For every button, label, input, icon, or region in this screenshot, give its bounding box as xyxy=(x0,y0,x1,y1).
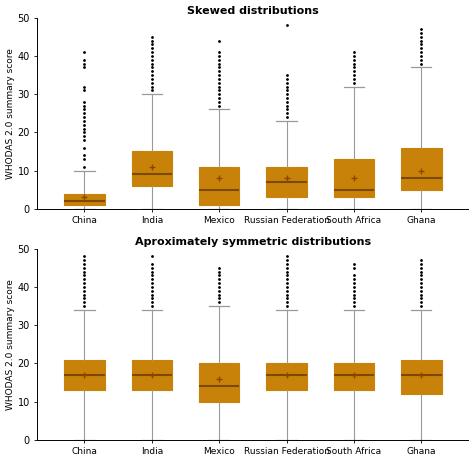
PathPatch shape xyxy=(132,359,172,390)
PathPatch shape xyxy=(334,364,374,390)
PathPatch shape xyxy=(266,364,307,390)
PathPatch shape xyxy=(64,359,105,390)
PathPatch shape xyxy=(334,159,374,197)
PathPatch shape xyxy=(266,167,307,197)
Y-axis label: WHODAS 2.0 summary score: WHODAS 2.0 summary score xyxy=(6,48,15,179)
Title: Aproximately symmetric distributions: Aproximately symmetric distributions xyxy=(135,237,371,247)
Title: Skewed distributions: Skewed distributions xyxy=(187,6,319,16)
PathPatch shape xyxy=(199,364,239,401)
PathPatch shape xyxy=(64,194,105,205)
PathPatch shape xyxy=(401,148,441,190)
PathPatch shape xyxy=(199,167,239,205)
Y-axis label: WHODAS 2.0 summary score: WHODAS 2.0 summary score xyxy=(6,279,15,410)
PathPatch shape xyxy=(132,152,172,186)
PathPatch shape xyxy=(401,359,441,394)
